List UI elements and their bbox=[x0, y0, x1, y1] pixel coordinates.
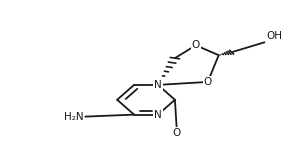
Text: OH: OH bbox=[266, 31, 282, 41]
Text: N: N bbox=[154, 80, 162, 90]
Text: O: O bbox=[173, 128, 181, 138]
Text: H₂N: H₂N bbox=[64, 112, 84, 122]
Text: O: O bbox=[192, 40, 200, 50]
Text: O: O bbox=[203, 77, 212, 87]
Text: N: N bbox=[154, 110, 162, 120]
